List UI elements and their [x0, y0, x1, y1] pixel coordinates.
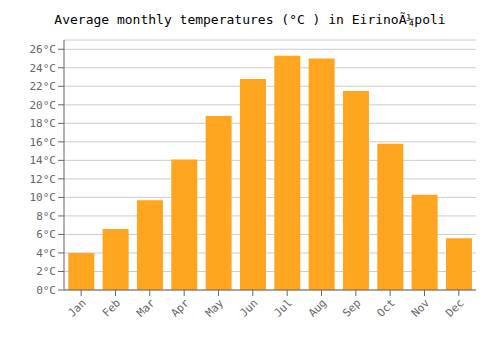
svg-text:8°C: 8°C — [36, 210, 56, 223]
svg-text:18°C: 18°C — [30, 117, 57, 130]
svg-text:Apr: Apr — [169, 296, 193, 320]
svg-text:Dec: Dec — [443, 296, 466, 319]
svg-text:4°C: 4°C — [36, 247, 56, 260]
svg-text:Nov: Nov — [409, 296, 433, 320]
svg-text:Oct: Oct — [375, 296, 398, 319]
svg-text:Aug: Aug — [306, 296, 329, 319]
svg-text:22°C: 22°C — [30, 80, 57, 93]
svg-text:10°C: 10°C — [30, 191, 57, 204]
svg-text:20°C: 20°C — [30, 99, 57, 112]
svg-text:6°C: 6°C — [36, 228, 56, 241]
svg-text:12°C: 12°C — [30, 173, 57, 186]
svg-text:24°C: 24°C — [30, 62, 57, 75]
svg-text:May: May — [203, 296, 227, 320]
svg-text:Jan: Jan — [66, 296, 89, 319]
svg-text:Feb: Feb — [100, 296, 123, 319]
svg-text:Mar: Mar — [134, 296, 158, 320]
svg-text:16°C: 16°C — [30, 136, 57, 149]
svg-text:26°C: 26°C — [30, 43, 57, 56]
svg-text:0°C: 0°C — [36, 284, 56, 297]
svg-text:Jun: Jun — [237, 296, 260, 319]
svg-text:2°C: 2°C — [36, 265, 56, 278]
svg-text:Jul: Jul — [272, 296, 295, 319]
html-text:Average monthly temperatures (: Average monthly temperatures (°C ) in Ei… — [54, 12, 446, 27]
svg-text:14°C: 14°C — [30, 154, 57, 167]
svg-text:Sep: Sep — [340, 296, 363, 319]
